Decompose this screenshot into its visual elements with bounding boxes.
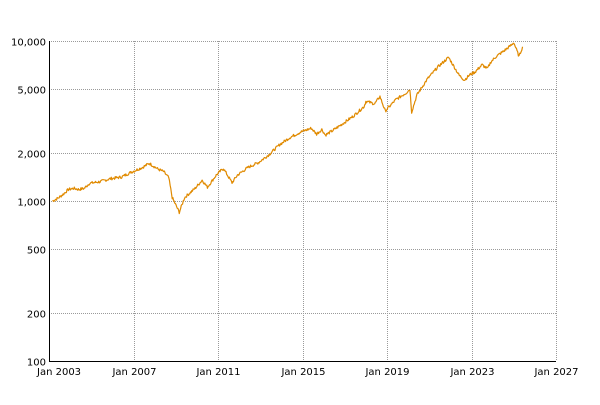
x-tick-label: Jan 2011 bbox=[195, 367, 240, 378]
grid bbox=[49, 41, 557, 362]
y-tick-label: 500 bbox=[27, 246, 46, 257]
y-tick-label: 2,000 bbox=[17, 150, 46, 161]
axes bbox=[49, 41, 556, 362]
y-tick-label: 1,000 bbox=[17, 198, 46, 209]
x-tick-label: Jan 2019 bbox=[364, 367, 409, 378]
x-tick-label: Jan 2023 bbox=[449, 367, 494, 378]
x-tick-label: Jan 2015 bbox=[280, 367, 325, 378]
y-tick-label: 5,000 bbox=[17, 86, 46, 97]
x-tick-label: Jan 2003 bbox=[36, 367, 81, 378]
y-tick-label: 200 bbox=[27, 310, 46, 321]
series-layer bbox=[52, 42, 524, 215]
series-line bbox=[52, 42, 524, 215]
y-tick-label: 100 bbox=[27, 358, 46, 369]
x-tick-label: Jan 2007 bbox=[111, 367, 156, 378]
x-tick-label: Jan 2027 bbox=[533, 367, 578, 378]
tick-labels: 100 200 500 1,000 2,000 5,000 10,000 Jan 2003 Ja… bbox=[11, 38, 579, 379]
y-tick-label: 10,000 bbox=[11, 38, 46, 49]
